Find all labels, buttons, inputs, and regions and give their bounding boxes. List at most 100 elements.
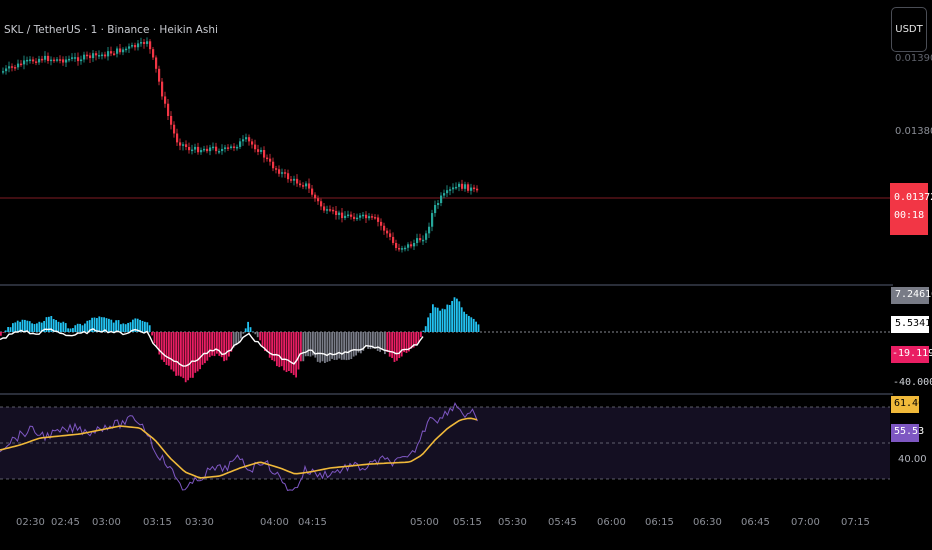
histogram-bar — [81, 325, 84, 332]
histogram-bar — [72, 328, 74, 332]
candle — [53, 59, 56, 62]
rsi-current-value: 55.53 — [891, 424, 924, 442]
histogram-bar — [312, 332, 314, 356]
histogram-bar — [156, 332, 158, 347]
candle — [452, 187, 455, 190]
candle — [248, 137, 251, 142]
oscillator-value-bottom: -40.00000 — [893, 377, 932, 388]
histogram-bar — [108, 318, 110, 332]
histogram-bar — [165, 332, 168, 365]
histogram-bar — [218, 332, 221, 356]
candle — [467, 184, 470, 191]
candle — [395, 242, 398, 248]
time-tick-label: 06:00 — [597, 517, 626, 528]
histogram-bar — [295, 332, 297, 378]
histogram-bar — [19, 321, 21, 332]
candle — [86, 54, 89, 57]
candle — [368, 216, 371, 219]
histogram-bar — [31, 323, 33, 332]
histogram-bar — [0, 332, 2, 336]
histogram-bar — [144, 321, 146, 332]
histogram-bar — [132, 319, 134, 332]
histogram-bar — [451, 300, 453, 332]
candle — [167, 103, 170, 116]
candle — [293, 178, 296, 181]
histogram-bar — [422, 330, 425, 332]
candle — [320, 201, 323, 207]
histogram-bar — [453, 297, 456, 332]
candle — [398, 247, 401, 250]
candle — [242, 139, 245, 142]
histogram-bar — [93, 317, 96, 332]
candle — [191, 149, 194, 152]
candle — [143, 42, 146, 44]
candle — [185, 144, 188, 147]
candle — [221, 148, 224, 152]
histogram-bar — [33, 324, 36, 332]
histogram-bar — [297, 332, 300, 370]
currency-button[interactable]: USDT — [891, 7, 927, 52]
rsi-moving-average — [0, 417, 478, 479]
candle — [302, 185, 305, 187]
histogram-bar — [254, 332, 257, 335]
time-tick-label: 04:00 — [260, 517, 289, 528]
histogram-bar — [439, 310, 441, 332]
histogram-bar — [60, 322, 62, 332]
candle — [464, 184, 467, 189]
candle — [50, 59, 53, 62]
histogram-bar — [372, 332, 374, 349]
candle — [311, 188, 314, 195]
time-tick-label: 05:45 — [548, 517, 577, 528]
candle — [308, 183, 311, 189]
candle — [8, 66, 11, 69]
candle — [224, 147, 227, 149]
histogram-bar — [360, 332, 362, 354]
candle — [257, 149, 260, 152]
histogram-bar — [408, 332, 410, 352]
histogram-bar — [86, 320, 89, 332]
histogram-bar — [146, 322, 149, 332]
histogram-bar — [129, 322, 132, 332]
candle — [116, 48, 119, 54]
histogram-bar — [420, 332, 422, 338]
histogram-bar — [120, 324, 122, 332]
histogram-bar — [268, 332, 271, 358]
histogram-bar — [12, 323, 14, 332]
histogram-bar — [427, 317, 429, 332]
pane-separator-2[interactable] — [0, 393, 893, 395]
time-tick-label: 05:00 — [410, 517, 439, 528]
histogram-bar — [105, 318, 108, 332]
candle — [56, 59, 59, 61]
time-tick-label: 02:30 — [16, 517, 45, 528]
histogram-bar — [26, 320, 29, 332]
candle — [272, 161, 275, 169]
candle — [32, 59, 35, 62]
histogram-bar — [463, 311, 465, 332]
histogram-bar — [127, 322, 129, 332]
histogram-bar — [21, 319, 24, 332]
candle — [239, 141, 242, 147]
histogram-bar — [434, 307, 437, 332]
histogram-bar — [367, 332, 369, 349]
candle — [131, 45, 134, 47]
candle — [365, 214, 368, 219]
candle — [122, 49, 125, 53]
candle — [449, 189, 452, 191]
histogram-bar — [261, 332, 264, 347]
candle — [263, 150, 266, 158]
oscillator-signal-line — [0, 328, 424, 367]
histogram-bar — [180, 332, 182, 377]
current-price: 0.01372 — [894, 192, 932, 203]
pane-separator-1[interactable] — [0, 284, 893, 286]
candle — [158, 68, 161, 82]
candle — [5, 68, 8, 72]
histogram-bar — [43, 320, 45, 332]
candle — [110, 51, 113, 54]
candle — [23, 60, 26, 65]
histogram-bar — [184, 332, 187, 383]
histogram-bar — [206, 332, 209, 361]
candle — [98, 55, 101, 57]
